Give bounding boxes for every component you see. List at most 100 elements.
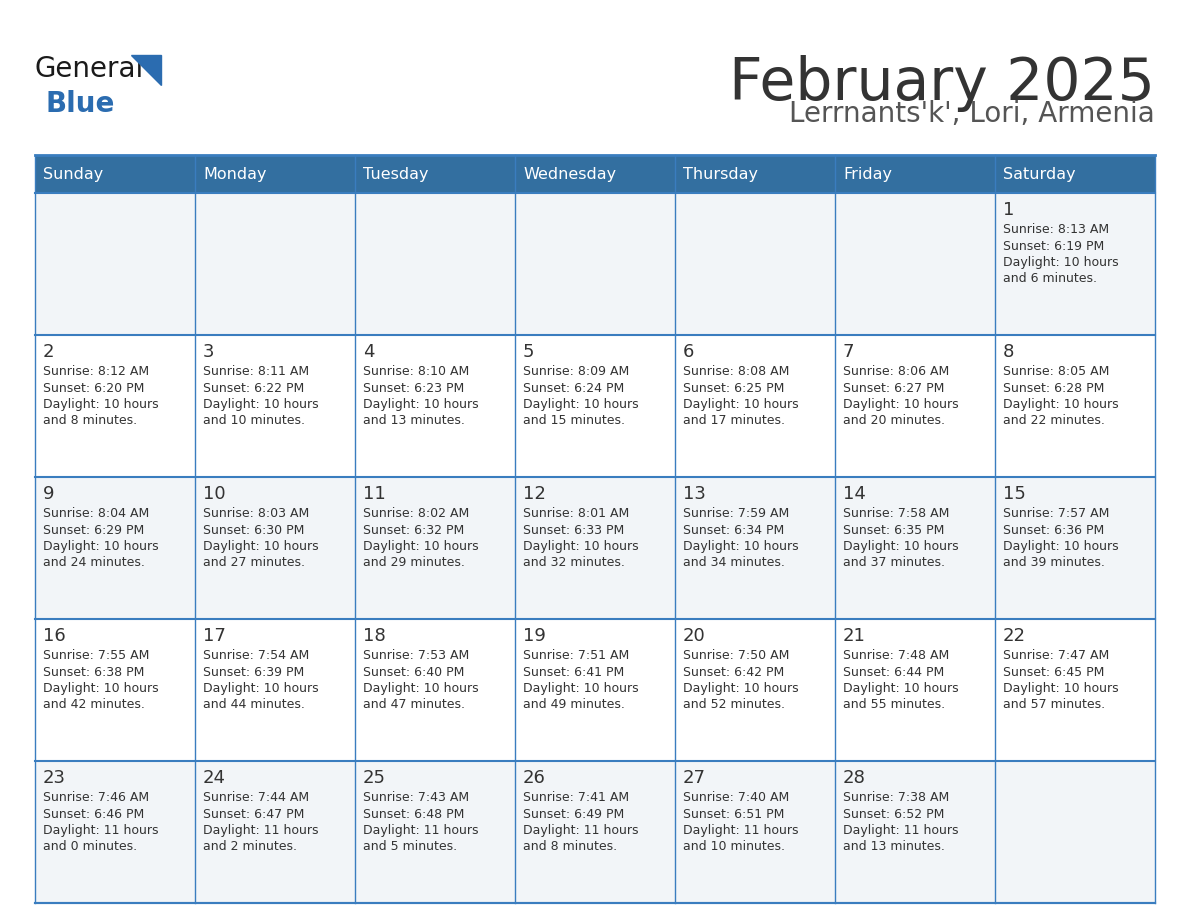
Text: Sunrise: 7:40 AM: Sunrise: 7:40 AM — [683, 791, 789, 804]
Text: Sunset: 6:20 PM: Sunset: 6:20 PM — [43, 382, 145, 395]
Text: Daylight: 10 hours: Daylight: 10 hours — [364, 540, 479, 553]
Text: Sunrise: 8:02 AM: Sunrise: 8:02 AM — [364, 507, 469, 520]
Text: and 27 minutes.: and 27 minutes. — [203, 556, 305, 569]
Text: Sunrise: 8:11 AM: Sunrise: 8:11 AM — [203, 365, 309, 378]
Text: Daylight: 10 hours: Daylight: 10 hours — [1003, 398, 1119, 411]
Text: Sunrise: 7:46 AM: Sunrise: 7:46 AM — [43, 791, 150, 804]
Text: Sunset: 6:45 PM: Sunset: 6:45 PM — [1003, 666, 1105, 678]
Text: Sunrise: 7:51 AM: Sunrise: 7:51 AM — [523, 649, 630, 662]
Text: Sunset: 6:32 PM: Sunset: 6:32 PM — [364, 523, 465, 536]
Text: and 13 minutes.: and 13 minutes. — [843, 841, 944, 854]
Text: Sunset: 6:49 PM: Sunset: 6:49 PM — [523, 808, 624, 821]
Text: and 29 minutes.: and 29 minutes. — [364, 556, 465, 569]
Text: 20: 20 — [683, 627, 706, 645]
Text: Sunrise: 7:43 AM: Sunrise: 7:43 AM — [364, 791, 469, 804]
Text: Daylight: 10 hours: Daylight: 10 hours — [364, 682, 479, 695]
Text: 22: 22 — [1003, 627, 1026, 645]
Text: Sunrise: 8:06 AM: Sunrise: 8:06 AM — [843, 365, 949, 378]
Text: 6: 6 — [683, 343, 694, 361]
Text: Daylight: 10 hours: Daylight: 10 hours — [523, 540, 639, 553]
Text: and 44 minutes.: and 44 minutes. — [203, 699, 305, 711]
Text: Daylight: 10 hours: Daylight: 10 hours — [43, 398, 159, 411]
Text: 10: 10 — [203, 485, 226, 503]
Text: Daylight: 11 hours: Daylight: 11 hours — [364, 824, 479, 837]
Text: 25: 25 — [364, 769, 386, 787]
Text: 13: 13 — [683, 485, 706, 503]
Text: and 34 minutes.: and 34 minutes. — [683, 556, 785, 569]
Bar — [675, 155, 835, 193]
Bar — [34, 155, 195, 193]
Text: Sunset: 6:35 PM: Sunset: 6:35 PM — [843, 523, 944, 536]
Bar — [516, 155, 675, 193]
Text: Sunset: 6:33 PM: Sunset: 6:33 PM — [523, 523, 624, 536]
Text: Sunset: 6:39 PM: Sunset: 6:39 PM — [203, 666, 304, 678]
Text: Sunset: 6:22 PM: Sunset: 6:22 PM — [203, 382, 304, 395]
Text: Blue: Blue — [45, 90, 114, 118]
Text: and 57 minutes.: and 57 minutes. — [1003, 699, 1105, 711]
Text: Sunrise: 8:03 AM: Sunrise: 8:03 AM — [203, 507, 309, 520]
Text: and 32 minutes.: and 32 minutes. — [523, 556, 625, 569]
Text: and 0 minutes.: and 0 minutes. — [43, 841, 137, 854]
Text: Sunrise: 8:09 AM: Sunrise: 8:09 AM — [523, 365, 630, 378]
Text: Sunrise: 7:38 AM: Sunrise: 7:38 AM — [843, 791, 949, 804]
Text: 21: 21 — [843, 627, 866, 645]
Text: 3: 3 — [203, 343, 215, 361]
Text: Friday: Friday — [843, 166, 892, 182]
Text: 23: 23 — [43, 769, 67, 787]
Text: Sunrise: 7:59 AM: Sunrise: 7:59 AM — [683, 507, 789, 520]
Text: Monday: Monday — [203, 166, 266, 182]
Text: Sunrise: 8:08 AM: Sunrise: 8:08 AM — [683, 365, 789, 378]
Text: Daylight: 10 hours: Daylight: 10 hours — [43, 540, 159, 553]
Text: 15: 15 — [1003, 485, 1026, 503]
Text: General: General — [34, 55, 144, 83]
Text: Sunrise: 7:55 AM: Sunrise: 7:55 AM — [43, 649, 150, 662]
Text: and 8 minutes.: and 8 minutes. — [43, 415, 137, 428]
Text: 4: 4 — [364, 343, 374, 361]
Text: Sunrise: 7:54 AM: Sunrise: 7:54 AM — [203, 649, 309, 662]
Polygon shape — [131, 55, 162, 85]
Text: Sunset: 6:29 PM: Sunset: 6:29 PM — [43, 523, 144, 536]
Text: and 37 minutes.: and 37 minutes. — [843, 556, 944, 569]
Text: Sunrise: 8:01 AM: Sunrise: 8:01 AM — [523, 507, 630, 520]
Text: Sunset: 6:28 PM: Sunset: 6:28 PM — [1003, 382, 1105, 395]
Text: Daylight: 10 hours: Daylight: 10 hours — [843, 398, 959, 411]
Text: and 15 minutes.: and 15 minutes. — [523, 415, 625, 428]
Text: and 13 minutes.: and 13 minutes. — [364, 415, 465, 428]
Text: Sunrise: 8:04 AM: Sunrise: 8:04 AM — [43, 507, 150, 520]
Text: Daylight: 10 hours: Daylight: 10 hours — [1003, 682, 1119, 695]
Text: 1: 1 — [1003, 201, 1015, 219]
Text: Daylight: 11 hours: Daylight: 11 hours — [683, 824, 798, 837]
Text: and 24 minutes.: and 24 minutes. — [43, 556, 145, 569]
Text: 12: 12 — [523, 485, 545, 503]
Text: 17: 17 — [203, 627, 226, 645]
Text: Sunrise: 7:53 AM: Sunrise: 7:53 AM — [364, 649, 469, 662]
Text: Sunrise: 7:41 AM: Sunrise: 7:41 AM — [523, 791, 630, 804]
Text: and 42 minutes.: and 42 minutes. — [43, 699, 145, 711]
Text: Thursday: Thursday — [683, 166, 758, 182]
Text: Daylight: 11 hours: Daylight: 11 hours — [523, 824, 638, 837]
Text: Sunset: 6:25 PM: Sunset: 6:25 PM — [683, 382, 784, 395]
Bar — [34, 193, 1155, 335]
Text: and 49 minutes.: and 49 minutes. — [523, 699, 625, 711]
Text: and 17 minutes.: and 17 minutes. — [683, 415, 785, 428]
Text: 2: 2 — [43, 343, 55, 361]
Bar — [835, 155, 996, 193]
Bar — [34, 761, 1155, 903]
Text: Daylight: 11 hours: Daylight: 11 hours — [843, 824, 959, 837]
Text: Daylight: 10 hours: Daylight: 10 hours — [523, 398, 639, 411]
Text: Wednesday: Wednesday — [523, 166, 617, 182]
Text: Daylight: 10 hours: Daylight: 10 hours — [203, 682, 318, 695]
Text: Sunset: 6:51 PM: Sunset: 6:51 PM — [683, 808, 784, 821]
Text: Sunrise: 8:10 AM: Sunrise: 8:10 AM — [364, 365, 469, 378]
Text: 26: 26 — [523, 769, 545, 787]
Text: 24: 24 — [203, 769, 226, 787]
Text: Sunrise: 7:48 AM: Sunrise: 7:48 AM — [843, 649, 949, 662]
Text: Daylight: 10 hours: Daylight: 10 hours — [683, 682, 798, 695]
Text: and 10 minutes.: and 10 minutes. — [203, 415, 305, 428]
Text: Daylight: 10 hours: Daylight: 10 hours — [1003, 256, 1119, 269]
Text: Daylight: 10 hours: Daylight: 10 hours — [364, 398, 479, 411]
Bar — [34, 477, 1155, 619]
Text: Daylight: 11 hours: Daylight: 11 hours — [43, 824, 158, 837]
Text: Daylight: 10 hours: Daylight: 10 hours — [523, 682, 639, 695]
Text: 14: 14 — [843, 485, 866, 503]
